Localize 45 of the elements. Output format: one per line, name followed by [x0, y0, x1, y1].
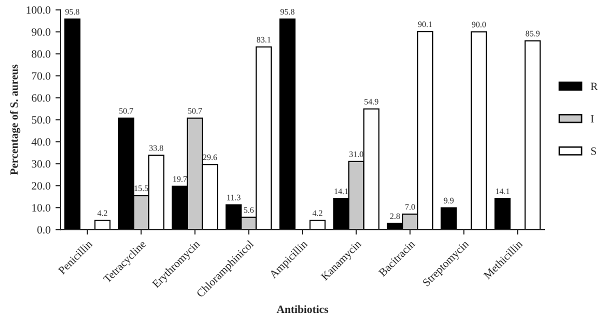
data-label: 85.9: [526, 30, 540, 36]
data-label: 4.2: [312, 210, 322, 216]
data-label: 33.8: [149, 145, 164, 151]
data-label: 95.8: [280, 8, 294, 15]
data-label: 14.1: [334, 188, 348, 194]
data-label: 50.7: [188, 108, 202, 114]
data-label: 4.2: [97, 210, 108, 216]
bar: [494, 198, 511, 230]
data-label: 95.8: [65, 8, 80, 15]
data-label: 19.7: [173, 176, 187, 182]
y-axis-title: Percentage of S. aureus: [10, 64, 20, 175]
y-tick-label: 0.0: [37, 226, 50, 234]
data-label: 9.9: [444, 198, 454, 204]
data-label: 83.1: [256, 36, 271, 43]
data-label: 2.8: [390, 213, 400, 220]
data-label: 7.0: [405, 204, 415, 210]
y-tick-label: 10.0: [32, 204, 50, 212]
bar: [309, 220, 326, 230]
data-label: 90.1: [418, 22, 432, 28]
y-tick-label: 30.0: [32, 160, 50, 168]
data-label: 50.7: [119, 108, 134, 114]
data-label: 5.6: [244, 207, 254, 213]
y-tick-label: 20.0: [32, 182, 50, 190]
data-label: 11.3: [227, 194, 240, 200]
y-tick-label: 100.0: [26, 6, 50, 14]
data-label: 54.9: [364, 98, 378, 105]
y-tick-label: 60.0: [32, 94, 50, 102]
bar: [440, 207, 457, 230]
legend-label: R: [590, 82, 598, 90]
x-axis-title: Antibiotics: [276, 305, 328, 314]
y-tick-label: 40.0: [32, 138, 50, 146]
data-label: 14.1: [496, 188, 510, 194]
bar: [524, 40, 541, 230]
bar: [279, 18, 296, 230]
legend-label: I: [590, 115, 594, 122]
y-tick-label: 50.0: [32, 116, 50, 124]
y-tick-label: 70.0: [32, 72, 50, 80]
y-tick-label: 90.0: [32, 28, 50, 36]
legend-label: S: [591, 147, 596, 155]
bar: [94, 220, 111, 230]
data-label: 29.6: [203, 154, 218, 160]
bar: [64, 18, 80, 230]
y-tick-label: 80.0: [32, 50, 50, 58]
data-label: 90.0: [472, 22, 486, 28]
bar: [470, 31, 487, 230]
